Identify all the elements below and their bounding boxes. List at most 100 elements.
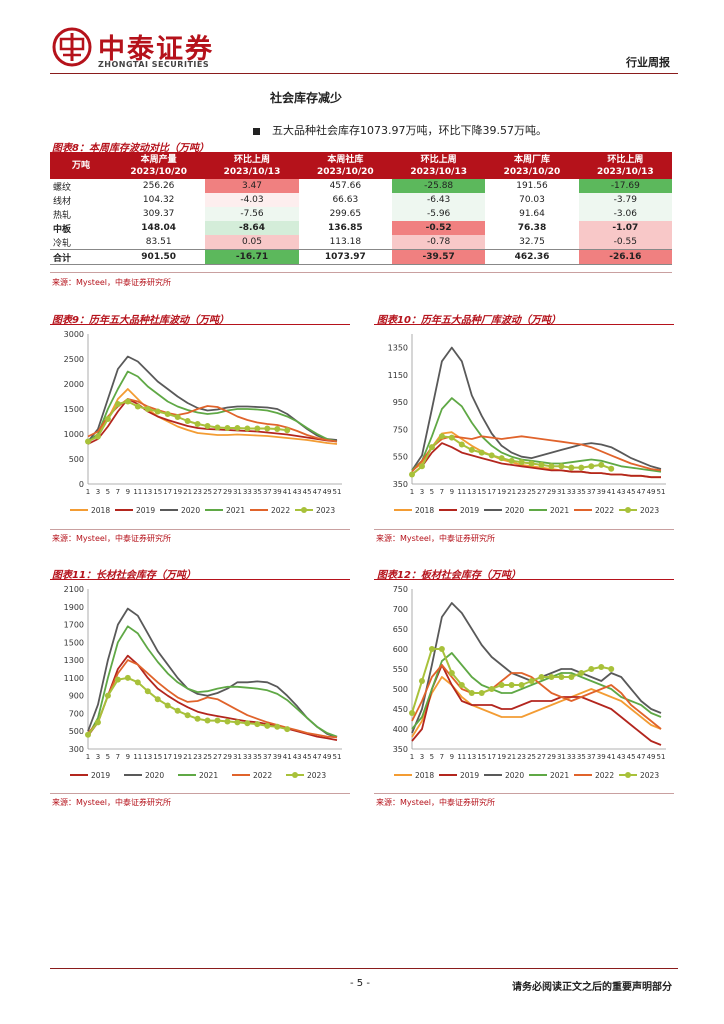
data-point-2023 xyxy=(94,719,101,726)
data-point-2023 xyxy=(214,424,221,431)
x-tick-label: 43 xyxy=(617,488,626,496)
x-tick-label: 13 xyxy=(143,753,152,761)
x-tick-label: 41 xyxy=(283,488,292,496)
legend-label: 2021 xyxy=(550,771,569,780)
fig10-source-divider xyxy=(374,529,674,530)
table-cell: 901.50 xyxy=(112,249,206,265)
x-tick-label: 13 xyxy=(143,488,152,496)
data-point-2023 xyxy=(264,425,271,432)
x-tick-label: 23 xyxy=(193,488,202,496)
data-point-2023 xyxy=(164,702,171,709)
legend-label: 2018 xyxy=(415,506,434,515)
table-cell: -3.06 xyxy=(578,207,672,221)
legend-label: 2022 xyxy=(595,506,614,515)
table-cell: -1.07 xyxy=(578,221,672,235)
table-cell: 91.64 xyxy=(485,207,579,221)
x-tick-label: 35 xyxy=(577,753,586,761)
table-cell: -25.88 xyxy=(391,179,486,193)
data-point-2023 xyxy=(214,717,221,724)
summary-bullet: 五大品种社会库存1073.97万吨，环比下降39.57万吨。 xyxy=(253,122,547,138)
legend-label: 2023 xyxy=(307,771,326,780)
series-line-2023 xyxy=(411,648,612,714)
x-tick-label: 1 xyxy=(410,753,414,761)
legend-label: 2023 xyxy=(640,506,659,515)
legend-label: 2023 xyxy=(640,771,659,780)
x-tick-label: 3 xyxy=(420,753,424,761)
row-label: 线材 xyxy=(53,196,72,207)
data-point-2023 xyxy=(528,460,535,467)
y-tick-label: 500 xyxy=(69,727,84,736)
table-cell: 309.37 xyxy=(112,207,206,221)
table-cell: 83.51 xyxy=(112,235,206,250)
data-point-2023 xyxy=(528,678,535,684)
data-point-2023 xyxy=(478,449,485,456)
x-tick-label: 43 xyxy=(293,488,302,496)
y-tick-label: 2000 xyxy=(64,380,84,389)
data-point-2023 xyxy=(498,455,505,462)
table-cell: -26.16 xyxy=(578,249,672,265)
data-point-2023 xyxy=(164,411,171,417)
data-point-2023 xyxy=(458,441,465,448)
table-row: 螺纹 256.26 3.47 457.66 -25.88 191.56 -17.69 xyxy=(50,179,672,193)
table-header-cell: 环比上周 2023/10/13 xyxy=(391,153,486,179)
table-row: 中板 148.04 -8.64 136.85 -0.52 76.38 -1.07 xyxy=(50,221,672,235)
x-tick-label: 25 xyxy=(203,753,212,761)
x-tick-label: 1 xyxy=(410,488,414,496)
x-tick-label: 15 xyxy=(477,488,486,496)
header-label: 本周社库 xyxy=(327,155,364,165)
data-point-2023 xyxy=(114,401,121,407)
x-tick-label: 19 xyxy=(497,488,506,496)
series-line-2021 xyxy=(87,625,338,738)
legend-label: 2023 xyxy=(316,506,335,515)
legend-label: 2021 xyxy=(226,506,245,515)
x-tick-label: 7 xyxy=(440,753,444,761)
x-tick-label: 21 xyxy=(183,488,192,496)
x-tick-label: 35 xyxy=(577,488,586,496)
y-tick-label: 750 xyxy=(393,585,408,594)
data-point-2023 xyxy=(608,465,615,472)
table-cell: -6.43 xyxy=(391,193,486,207)
x-tick-label: 9 xyxy=(126,753,130,761)
x-tick-label: 33 xyxy=(243,753,252,761)
data-point-2023 xyxy=(458,682,465,688)
data-point-2023 xyxy=(174,707,181,714)
x-tick-label: 45 xyxy=(303,488,312,496)
series-line-2019 xyxy=(411,664,662,746)
y-tick-label: 700 xyxy=(393,605,408,614)
table-cell: -8.64 xyxy=(205,221,299,235)
x-tick-label: 21 xyxy=(183,753,192,761)
table-cell: -5.96 xyxy=(391,207,486,221)
header-label: 环比上周 xyxy=(233,155,270,165)
table-cell: -0.55 xyxy=(578,235,672,250)
table-cell: 0.05 xyxy=(205,235,299,250)
table-cell: 191.56 xyxy=(485,179,579,193)
data-point-2023 xyxy=(508,457,515,464)
table-header-cell: 本周产量 2023/10/20 xyxy=(112,153,206,179)
x-tick-label: 15 xyxy=(153,753,162,761)
x-tick-label: 33 xyxy=(567,753,576,761)
data-point-2023 xyxy=(409,710,415,716)
x-tick-label: 45 xyxy=(303,753,312,761)
x-tick-label: 3 xyxy=(96,488,100,496)
table-source: 来源：Mysteel，中泰证券研究所 xyxy=(52,278,172,287)
legend-marker xyxy=(625,772,631,778)
header-date: 2023/10/20 xyxy=(503,167,561,177)
x-tick-label: 27 xyxy=(537,488,546,496)
x-tick-label: 31 xyxy=(233,488,242,496)
header-label: 万吨 xyxy=(71,161,90,171)
table-cell: -0.78 xyxy=(391,235,486,250)
legend-label: 2020 xyxy=(505,771,524,780)
legend-label: 2022 xyxy=(271,506,290,515)
y-tick-label: 1300 xyxy=(64,656,84,665)
data-point-2023 xyxy=(85,438,91,445)
table-header-cell: 本周社库 2023/10/20 xyxy=(298,153,392,179)
y-tick-label: 2100 xyxy=(64,585,84,594)
logo-text-en: ZHONGTAI SECURITIES xyxy=(98,60,210,69)
data-point-2023 xyxy=(438,646,445,652)
data-point-2023 xyxy=(568,464,575,471)
table-cell: 1073.97 xyxy=(298,249,392,265)
x-tick-label: 33 xyxy=(243,488,252,496)
